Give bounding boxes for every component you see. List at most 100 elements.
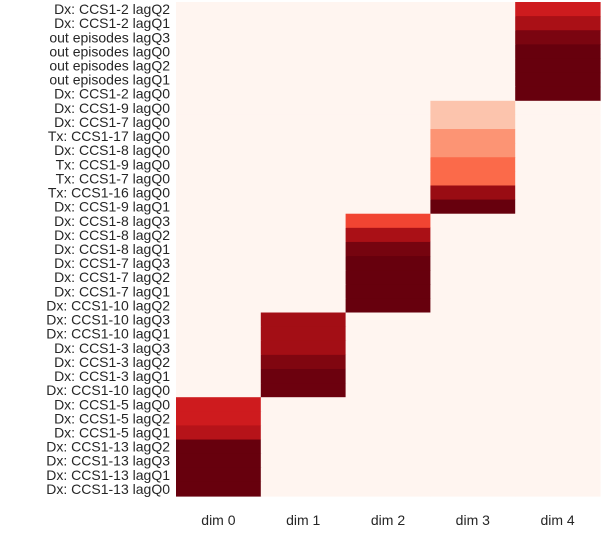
heatmap-cell — [260, 354, 347, 370]
heatmap-cell — [260, 425, 347, 441]
heatmap-cell — [260, 16, 347, 31]
heatmap-cell — [260, 171, 347, 187]
heatmap-cell — [176, 143, 262, 158]
heatmap-cell — [345, 284, 431, 299]
heatmap-cell — [515, 185, 601, 201]
y-tick-label: Dx: CCS1-5 lagQ0 — [54, 396, 170, 412]
heatmap-cell — [345, 256, 431, 271]
heatmap-cell — [515, 298, 601, 314]
heatmap-cell — [515, 199, 601, 215]
heatmap-cell — [260, 114, 347, 130]
heatmap-cell — [260, 298, 347, 314]
heatmap-cell — [430, 354, 516, 370]
heatmap-cell — [260, 411, 347, 427]
heatmap-cell — [260, 213, 347, 229]
heatmap-cell — [176, 199, 262, 215]
heatmap-cell — [260, 58, 347, 74]
heatmap-cell — [430, 185, 516, 201]
heatmap-cell — [260, 312, 347, 328]
x-tick-label: dim 4 — [540, 512, 574, 528]
y-tick-label: Dx: CCS1-5 lagQ2 — [54, 410, 170, 426]
heatmap-cell — [260, 72, 347, 88]
heatmap-cell — [176, 270, 262, 285]
y-tick-label: Dx: CCS1-10 lagQ0 — [46, 382, 170, 398]
y-tick-label: Dx: CCS1-3 lagQ3 — [54, 340, 170, 356]
heatmap-cell — [430, 383, 516, 398]
y-tick-label: Dx: CCS1-9 lagQ0 — [54, 100, 170, 116]
y-tick-label: out episodes lagQ2 — [49, 58, 170, 74]
heatmap-cell — [515, 143, 601, 158]
heatmap-cell — [176, 411, 262, 427]
x-tick-label: dim 3 — [456, 512, 490, 528]
heatmap-cell — [176, 467, 262, 483]
y-tick-label: Dx: CCS1-7 lagQ0 — [54, 114, 170, 130]
heatmap-cell — [430, 30, 516, 45]
heatmap-cell — [176, 86, 262, 102]
y-tick-label: Tx: CCS1-7 lagQ0 — [56, 170, 171, 186]
heatmap-cell — [515, 157, 601, 172]
y-tick-label: Dx: CCS1-5 lagQ1 — [54, 424, 170, 440]
y-tick-label: out episodes lagQ3 — [49, 29, 170, 45]
heatmap-cell — [260, 368, 347, 384]
heatmap-cell — [515, 44, 601, 60]
heatmap-cell — [260, 270, 347, 285]
heatmap-cell — [176, 114, 262, 130]
heatmap-cell — [515, 312, 601, 328]
heatmap-cell — [260, 44, 347, 60]
heatmap-cell — [430, 171, 516, 187]
heatmap-cell — [345, 44, 431, 60]
heatmap-cell — [345, 199, 431, 215]
heatmap-cell — [515, 2, 601, 17]
heatmap-cell — [345, 185, 431, 201]
heatmap-cell — [176, 453, 262, 469]
heatmap-cell — [430, 241, 516, 257]
heatmap-cell — [345, 340, 431, 356]
heatmap-cell — [430, 368, 516, 384]
heatmap-cell — [260, 86, 347, 102]
heatmap-cell — [430, 411, 516, 427]
heatmap-cell — [260, 227, 347, 243]
heatmap-cell — [176, 354, 262, 370]
heatmap-cell — [176, 241, 262, 257]
heatmap-cell — [176, 129, 262, 144]
y-tick-label: Dx: CCS1-10 lagQ2 — [46, 297, 170, 313]
heatmap-cell — [515, 368, 601, 384]
heatmap-cell — [430, 58, 516, 74]
heatmap-cell — [515, 425, 601, 441]
y-tick-label: Dx: CCS1-3 lagQ1 — [54, 368, 170, 384]
y-tick-label: Dx: CCS1-2 lagQ1 — [54, 15, 170, 31]
heatmap-cell — [345, 227, 431, 243]
heatmap-cell — [345, 411, 431, 427]
heatmap-cell — [515, 72, 601, 88]
heatmap-cell — [515, 284, 601, 299]
heatmap-cell — [176, 481, 262, 497]
y-tick-label: Dx: CCS1-2 lagQ2 — [54, 1, 170, 17]
heatmap-cell — [430, 439, 516, 455]
heatmap-cell — [515, 397, 601, 412]
heatmap-cell — [430, 143, 516, 158]
heatmap-cell — [515, 16, 601, 31]
y-tick-label: Dx: CCS1-2 lagQ0 — [54, 86, 170, 102]
heatmap-cell — [260, 453, 347, 469]
heatmap-cell — [345, 397, 431, 412]
heatmap-cell — [345, 368, 431, 384]
y-tick-label: out episodes lagQ1 — [49, 72, 170, 88]
heatmap-cell — [345, 213, 431, 229]
heatmap-cell — [515, 227, 601, 243]
heatmap-cell — [430, 270, 516, 285]
heatmap-cell — [430, 100, 516, 116]
heatmap-cell — [176, 397, 262, 412]
heatmap-cell — [515, 354, 601, 370]
heatmap-cell — [515, 270, 601, 285]
heatmap-cell — [345, 100, 431, 116]
heatmap-cell — [430, 44, 516, 60]
heatmap-cell — [176, 30, 262, 45]
heatmap-cell — [345, 58, 431, 74]
y-tick-label: out episodes lagQ0 — [49, 43, 170, 59]
heatmap-cell — [260, 2, 347, 17]
heatmap-cell — [345, 157, 431, 172]
heatmap-cell — [260, 199, 347, 215]
heatmap-cell — [515, 213, 601, 229]
